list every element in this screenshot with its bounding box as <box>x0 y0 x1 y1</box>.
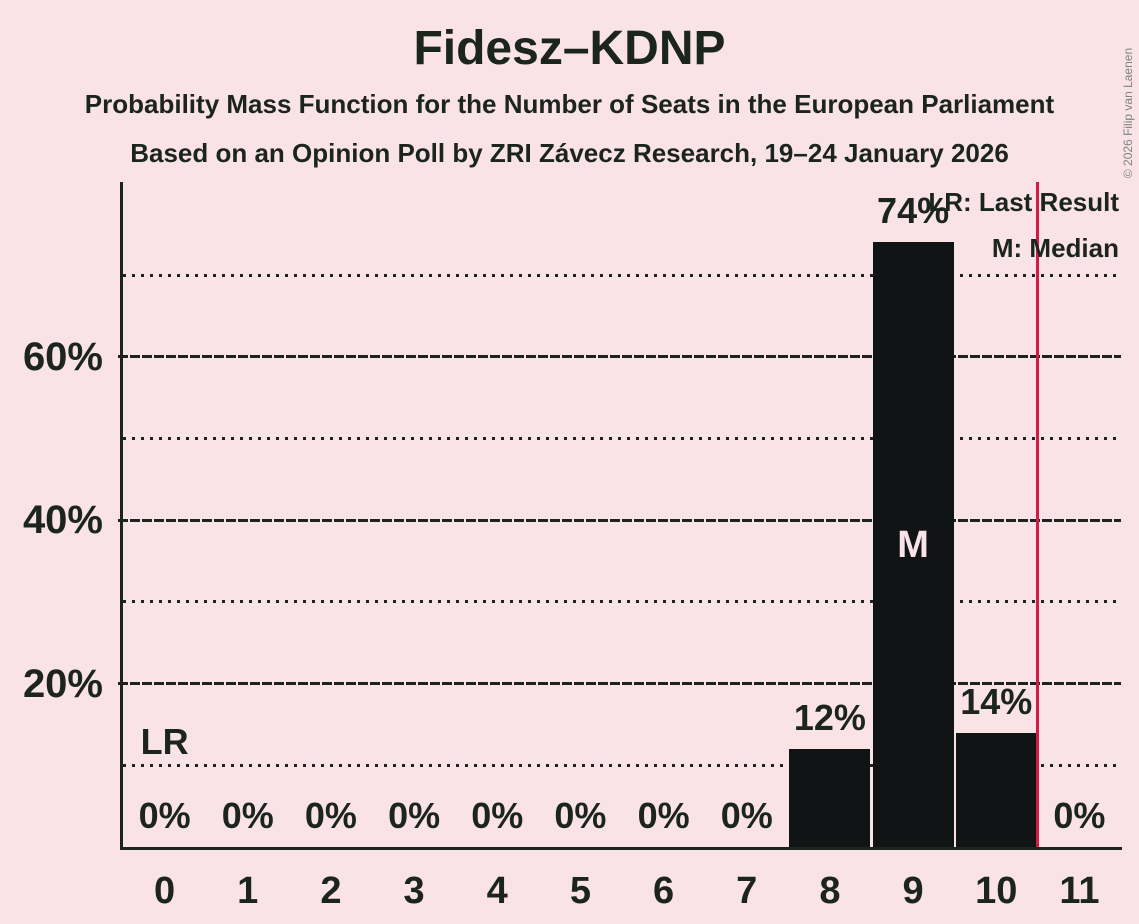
chart-subtitle: Probability Mass Function for the Number… <box>84 89 1055 119</box>
minor-gridline <box>123 273 1121 277</box>
x-axis-tick-label: 11 <box>1059 870 1100 912</box>
probability-bar <box>872 242 954 847</box>
x-axis-tick-label: 4 <box>486 870 508 912</box>
major-gridline <box>118 355 1121 359</box>
bar-value-label: 14% <box>960 680 1033 722</box>
median-marker: M <box>897 523 929 566</box>
legend-median: M: Median <box>991 233 1119 263</box>
x-axis-tick-label: 9 <box>902 870 924 912</box>
last-result-line <box>1036 182 1040 847</box>
major-gridline <box>118 518 1121 522</box>
minor-gridline <box>123 600 1121 604</box>
probability-bar <box>789 748 871 847</box>
x-axis-tick-label: 0 <box>154 870 176 912</box>
x-axis-tick-label: 10 <box>975 870 1018 912</box>
bar-value-label: 0% <box>221 795 274 836</box>
x-axis-tick-label: 5 <box>569 870 591 912</box>
plot-area: 20% 40% 60% 0% 0 0% 1 0% 2 0% 3 0% 4 0% 5 0% 6 0% 7 12% 8 74%… <box>23 182 1122 912</box>
bar-value-label: 0% <box>637 795 690 836</box>
x-axis-line <box>120 847 1122 850</box>
chart-poll-source: Based on an Opinion Poll by ZRI Závecz R… <box>130 138 1009 168</box>
bar-value-label: 12% <box>793 696 866 738</box>
bar-value-label: 0% <box>304 795 357 836</box>
copyright-notice: © 2026 Filip van Laenen <box>1121 47 1135 179</box>
y-axis-tick-label: 40% <box>22 498 103 543</box>
bar-value-label: 0% <box>1053 795 1106 836</box>
bar-value-label: 0% <box>554 795 607 836</box>
x-axis-tick-label: 6 <box>653 870 675 912</box>
bar-value-label: 0% <box>138 795 191 836</box>
minor-gridline <box>123 763 1121 767</box>
major-gridline <box>118 682 1121 686</box>
x-axis-tick-label: 3 <box>403 870 425 912</box>
last-result-annotation: LR <box>140 721 189 763</box>
minor-gridline <box>123 437 1121 441</box>
y-axis-tick-label: 60% <box>22 334 103 379</box>
x-axis-tick-label: 7 <box>736 870 758 912</box>
bar-value-label: 0% <box>388 795 441 836</box>
x-axis-tick-label: 1 <box>237 870 259 912</box>
legend-last-result: LR: Last Result <box>928 187 1119 217</box>
x-axis-tick-label: 2 <box>320 870 342 912</box>
chart-title: Fidesz–KDNP <box>413 22 726 75</box>
bar-value-label: 74% <box>877 190 950 232</box>
probability-bar <box>955 732 1037 847</box>
bar-value-label: 0% <box>720 795 773 836</box>
x-axis-tick-label: 8 <box>819 870 841 912</box>
bar-value-label: 0% <box>471 795 524 836</box>
y-axis-tick-label: 20% <box>22 661 103 706</box>
